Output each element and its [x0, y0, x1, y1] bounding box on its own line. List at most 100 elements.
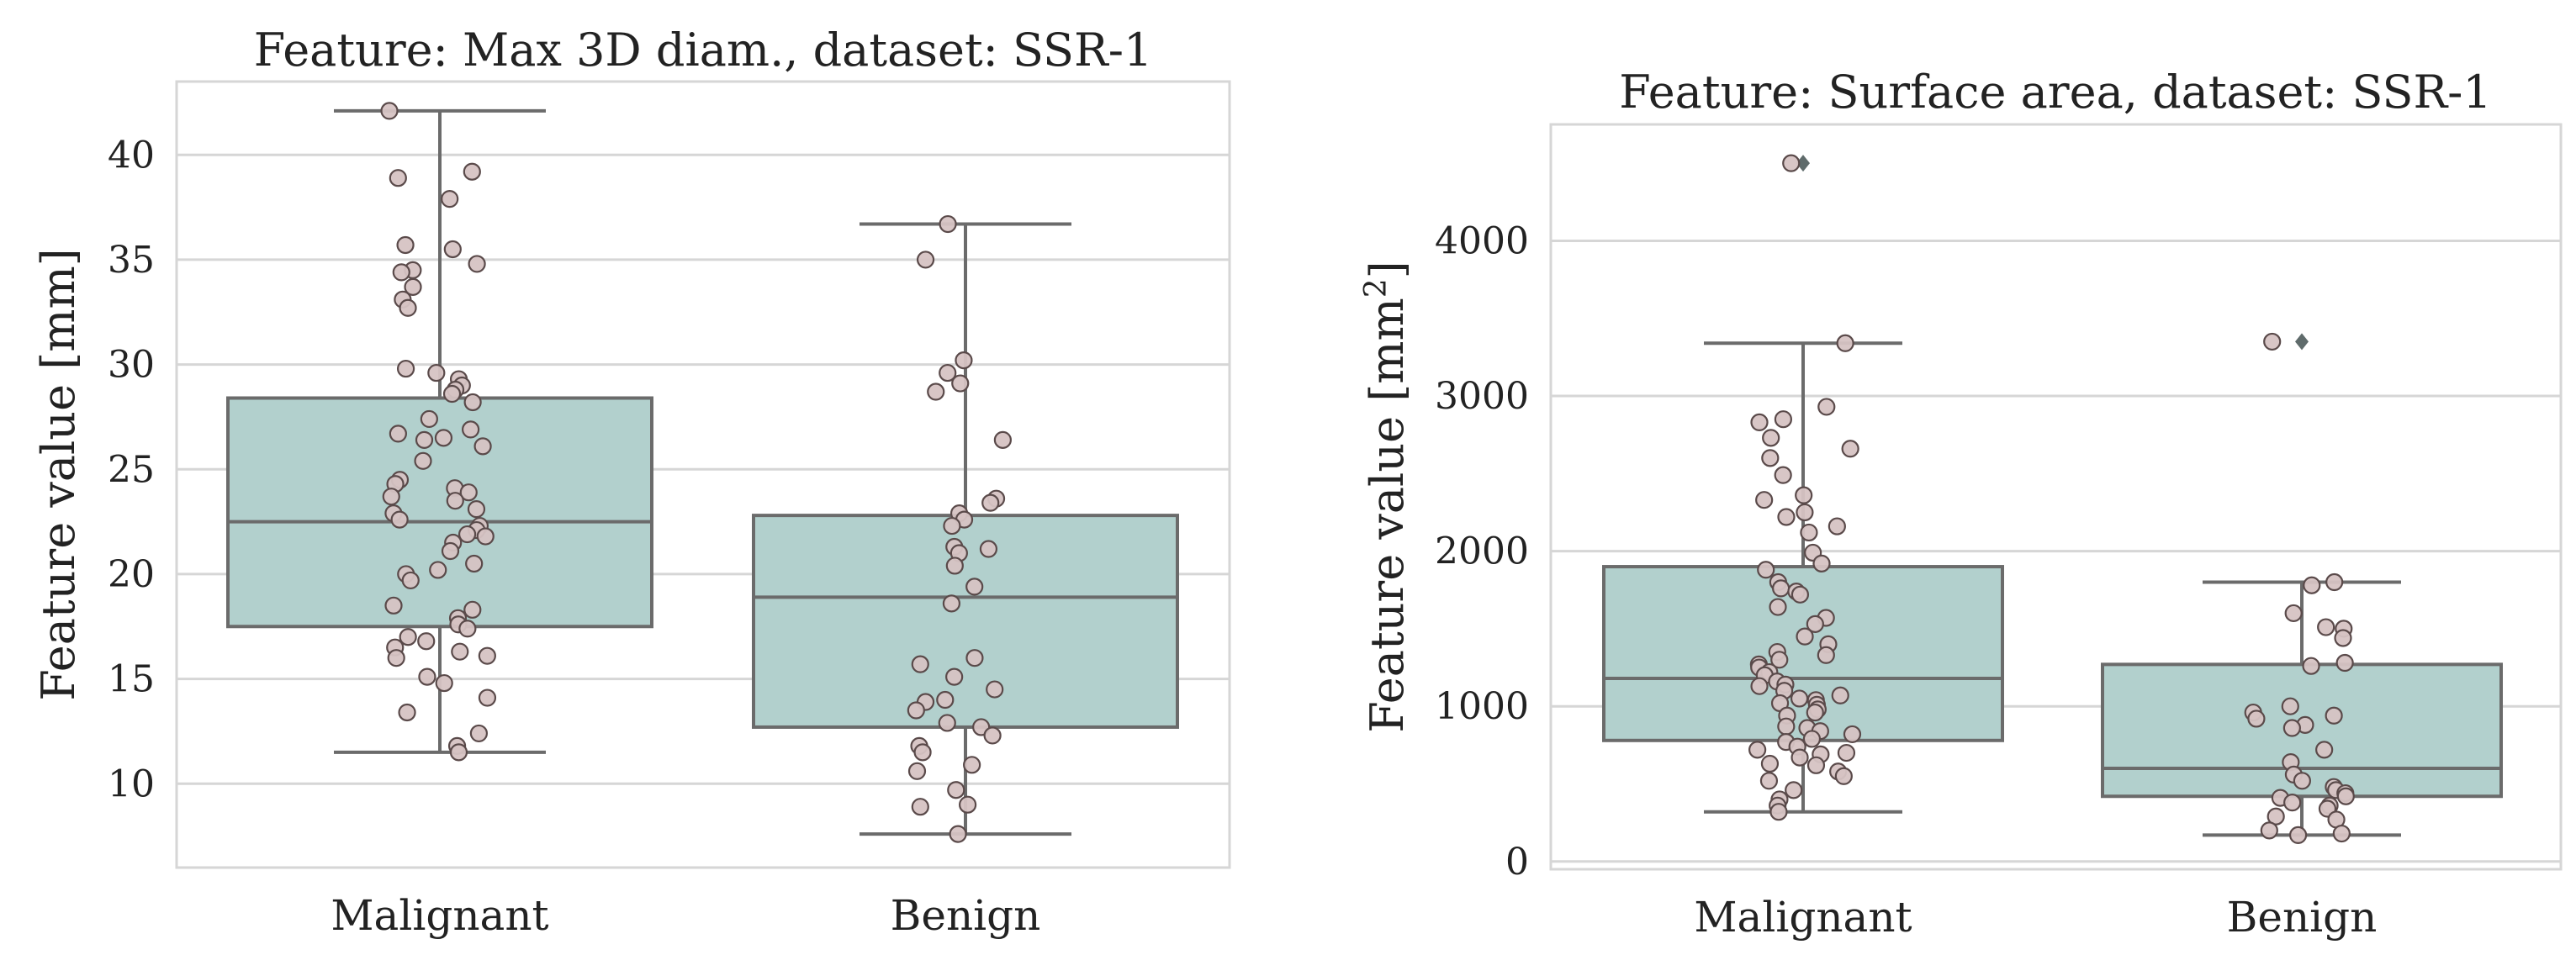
y-tick-label: 35 — [108, 239, 155, 282]
data-point — [458, 525, 477, 544]
data-point — [1795, 486, 1813, 504]
data-point — [458, 620, 477, 638]
chart-title: Feature: Surface area, dataset: SSR-1 — [1619, 66, 2492, 119]
data-point — [417, 632, 436, 651]
y-axis-label-text: Feature value [mm — [1361, 298, 1414, 732]
y-tick-label: 15 — [108, 658, 155, 701]
data-point — [442, 384, 462, 404]
data-point — [380, 102, 399, 120]
chart-title: Feature: Max 3D diam., dataset: SSR-1 — [254, 24, 1153, 76]
data-point — [2325, 572, 2344, 592]
data-point — [986, 680, 1004, 699]
x-tick-label: Malignant — [331, 891, 548, 940]
data-point — [1782, 154, 1801, 172]
data-point — [965, 578, 984, 596]
data-point — [463, 162, 481, 181]
data-point — [396, 359, 415, 378]
data-point — [392, 263, 410, 282]
y-axis-label-end: ] — [1361, 261, 1414, 278]
x-tick-label: Benign — [2227, 893, 2378, 942]
data-point — [2267, 807, 2285, 826]
data-point — [476, 527, 495, 546]
data-point — [936, 690, 955, 710]
data-point — [993, 430, 1012, 449]
y-tick-label: 20 — [108, 553, 155, 596]
data-point — [907, 762, 927, 780]
plot-frame — [1549, 123, 2563, 871]
data-point — [1777, 717, 1796, 736]
data-point — [462, 420, 480, 439]
x-tick-label: Malignant — [1694, 893, 1912, 942]
data-point — [2302, 657, 2320, 675]
data-point — [2247, 710, 2266, 728]
data-point — [945, 557, 964, 575]
data-point — [446, 492, 464, 510]
data-point — [2335, 653, 2354, 673]
data-point — [1790, 689, 1809, 708]
data-point — [1750, 413, 1769, 431]
data-point — [979, 540, 998, 558]
data-point — [916, 251, 935, 269]
data-point — [2336, 787, 2355, 805]
data-point — [459, 483, 478, 502]
data-point — [955, 351, 973, 370]
data-point — [2293, 772, 2311, 790]
outlier-marker — [2295, 333, 2309, 351]
data-point — [951, 374, 970, 393]
data-point — [1755, 491, 1774, 509]
data-point — [2263, 332, 2282, 351]
data-point — [1831, 686, 1849, 704]
outlier-marker — [1796, 155, 1810, 172]
data-point — [2288, 826, 2308, 844]
data-point — [387, 649, 405, 667]
data-point — [473, 437, 492, 456]
data-point — [1796, 627, 1814, 646]
data-point — [463, 600, 482, 619]
data-point — [1762, 429, 1780, 447]
data-point — [390, 510, 409, 529]
data-point — [420, 409, 438, 429]
y-tick-label: 40 — [108, 134, 155, 177]
data-point — [947, 781, 965, 799]
data-point — [398, 703, 416, 722]
data-point — [399, 298, 417, 317]
data-point — [449, 743, 468, 762]
data-point — [1791, 748, 1809, 767]
data-point — [1759, 772, 1779, 790]
data-point — [382, 488, 400, 506]
data-point — [468, 255, 486, 273]
data-point — [434, 429, 453, 447]
data-point — [396, 235, 415, 255]
data-point — [949, 825, 967, 843]
data-point — [1757, 561, 1775, 579]
data-point — [1774, 410, 1793, 429]
data-point — [2282, 719, 2301, 737]
y-tick-label: 4000 — [1435, 219, 1529, 262]
data-point — [469, 724, 489, 743]
data-point — [2303, 576, 2321, 594]
y-tick-label: 3000 — [1435, 375, 1529, 418]
data-point — [441, 190, 459, 208]
data-point — [1796, 503, 1814, 522]
data-point — [399, 628, 417, 646]
data-point — [1791, 585, 1810, 604]
data-point — [415, 430, 434, 449]
data-point — [958, 795, 977, 814]
data-point — [2315, 741, 2334, 759]
data-point — [2283, 794, 2302, 812]
data-point — [907, 701, 925, 720]
data-point — [1841, 440, 1859, 458]
data-point — [1769, 803, 1788, 821]
data-point — [1806, 615, 1824, 633]
data-point — [1837, 743, 1856, 762]
data-point — [2260, 821, 2278, 840]
data-point — [1836, 334, 1854, 352]
data-point — [1828, 517, 1846, 535]
data-point — [965, 649, 984, 667]
y-tick-label: 1000 — [1435, 685, 1529, 728]
data-point — [1843, 725, 1862, 744]
data-point — [1802, 730, 1822, 748]
data-point — [943, 516, 961, 535]
y-axis-label: Feature value [mm2] — [1359, 261, 1414, 732]
